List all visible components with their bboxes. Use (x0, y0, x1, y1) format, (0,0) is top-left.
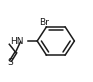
Text: S: S (8, 58, 14, 67)
Text: Br: Br (39, 18, 49, 27)
Text: HN: HN (10, 36, 24, 46)
